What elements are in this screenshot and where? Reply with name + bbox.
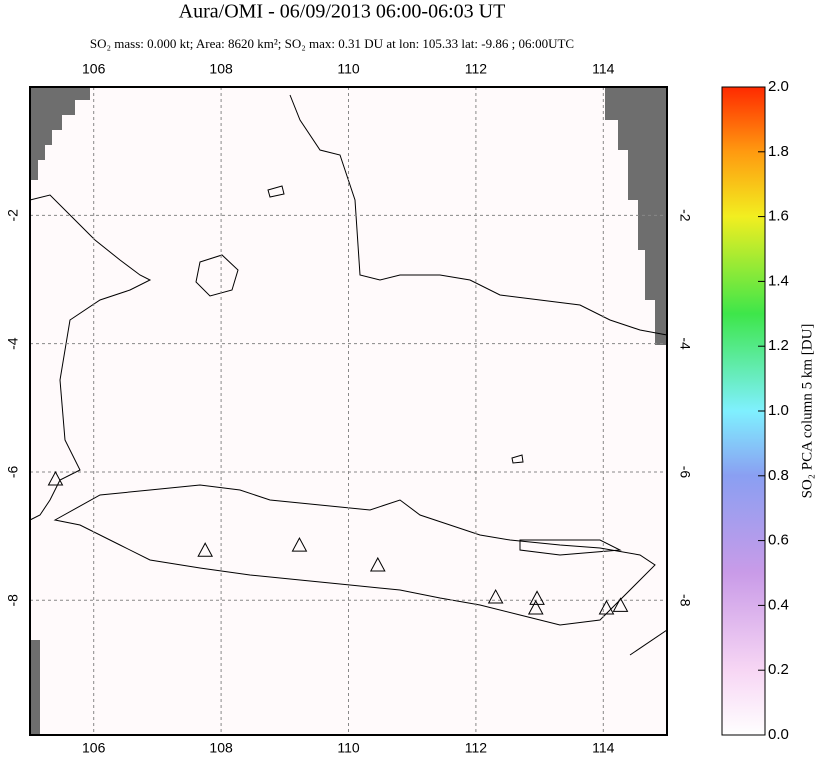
y-tick-label: -2 [5, 209, 21, 222]
colorbar [721, 86, 766, 736]
colorbar-tick-label: 1.0 [768, 402, 789, 419]
volcano-marker [527, 599, 544, 615]
colorbar-tick-label: 0.4 [768, 596, 789, 613]
colorbar-tick-label: 0.6 [768, 532, 789, 549]
grid [30, 87, 667, 735]
volcano-marker [197, 542, 214, 557]
x-tick-label: 112 [465, 61, 488, 77]
x-tick-label: 108 [209, 61, 233, 77]
y-tick-label: -2 [677, 209, 693, 222]
x-tick-label: 106 [82, 61, 106, 77]
y-tick-label: -6 [677, 466, 693, 479]
colorbar-tick-label: 1.6 [768, 208, 789, 225]
y-tick-label: -8 [677, 594, 693, 607]
volcano-marker [47, 470, 64, 486]
colorbar-tick-label: 0.8 [768, 467, 789, 484]
x-tick-label: 108 [209, 740, 233, 756]
volcano-marker [487, 589, 504, 604]
map-frame [29, 86, 668, 736]
x-tick-label: 112 [465, 740, 488, 756]
x-tick-label: 114 [592, 740, 615, 756]
x-tick-label: 106 [82, 740, 106, 756]
y-tick-label: -4 [677, 337, 693, 350]
y-tick-label: -8 [5, 594, 21, 607]
subtitle: SO₂ mass: 0.000 kt; Area: 8620 km²; SO₂ … [90, 36, 574, 51]
volcano-marker [612, 597, 629, 612]
colorbar-tick-label: 0.2 [768, 661, 789, 678]
y-tick-label: -6 [5, 466, 21, 479]
x-tick-label: 110 [337, 740, 360, 756]
volcano-marker [598, 599, 615, 615]
colorbar-tick-label: 1.8 [768, 143, 789, 160]
x-tick-label: 110 [337, 61, 360, 77]
marks [47, 470, 629, 615]
colorbar-tick-label: 1.2 [768, 337, 789, 354]
chart-title: Aura/OMI - 06/09/2013 06:00-06:03 UT [179, 1, 506, 23]
colorbar-tick-label: 1.4 [768, 272, 789, 289]
volcano-marker [369, 556, 386, 572]
colorbar-tick-label: 0.0 [768, 726, 789, 743]
volcano-marker [291, 537, 308, 552]
colorbar-tick-label: 2.0 [768, 78, 789, 95]
colorbar-label: SO₂ PCA column 5 km [DU] [799, 324, 815, 499]
no-data [30, 87, 667, 735]
y-tick-label: -4 [5, 337, 21, 350]
x-tick-label: 114 [592, 61, 615, 77]
coastlines [29, 94, 668, 656]
